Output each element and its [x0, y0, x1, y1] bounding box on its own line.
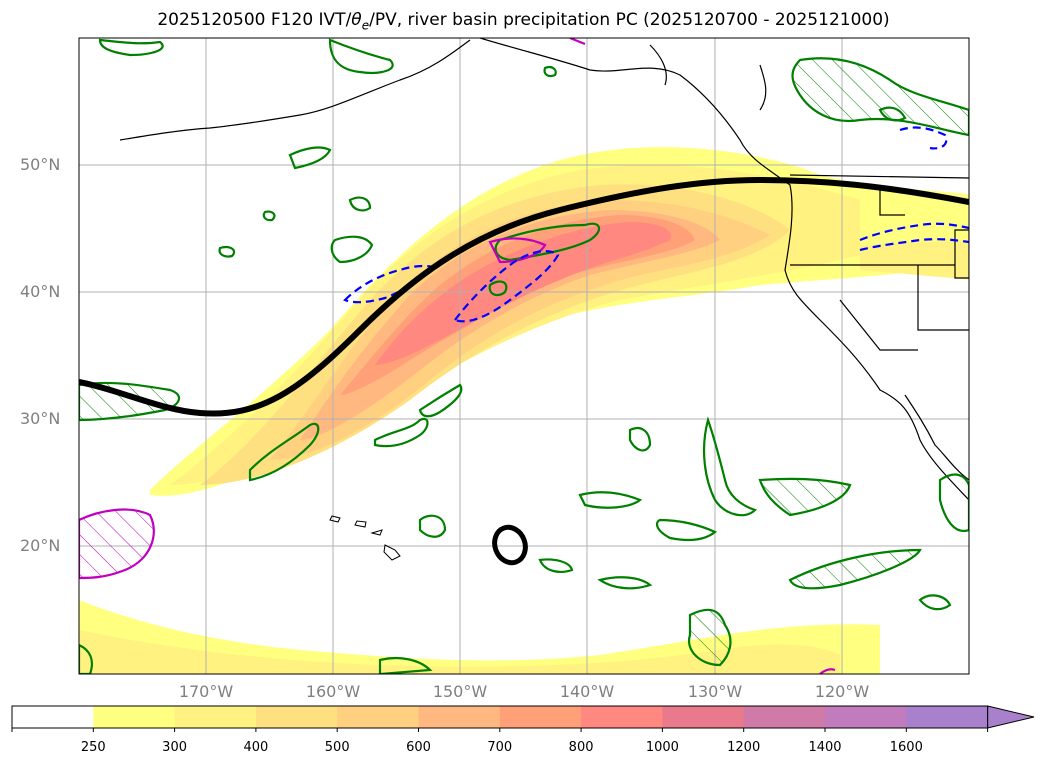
colorbar-extend-arrow	[987, 705, 1035, 729]
ivt-shading	[79, 147, 969, 674]
map-area	[79, 38, 969, 674]
lat-label-20: 20°N	[20, 536, 61, 555]
colorbar-segment	[825, 706, 907, 728]
coastlines	[119, 38, 969, 501]
colorbar-segment	[337, 706, 419, 728]
colorbar-segment	[418, 706, 501, 728]
lon-label-150w: 150°W	[432, 682, 488, 701]
lon-label-160w: 160°W	[305, 682, 361, 701]
colorbar-segment	[93, 706, 176, 728]
colorbar-tick-label: 250	[80, 740, 106, 755]
ivt-east	[860, 240, 969, 280]
colorbar-segment	[255, 706, 338, 728]
colorbar	[11, 705, 1035, 732]
colorbar-segment	[174, 706, 257, 728]
lon-label-120w: 120°W	[814, 682, 870, 701]
chart-title: 2025120500 F120 IVT/θe/PV, river basin p…	[157, 10, 890, 33]
pv-contours	[79, 38, 969, 674]
theta-contours	[343, 126, 969, 323]
ivt-800	[375, 222, 671, 365]
lat-label-40: 40°N	[20, 282, 61, 301]
colorbar-tick-label: 500	[324, 740, 350, 755]
colorbar-tick-label: 1000	[645, 740, 679, 755]
colorbar-segment	[499, 706, 582, 728]
colorbar-tick-label: 700	[487, 740, 513, 755]
ivt-500	[270, 200, 770, 460]
colorbar-segment	[906, 706, 989, 728]
colorbar-segment	[743, 706, 826, 728]
colorbar-tick-label: 1600	[889, 740, 923, 755]
ivt-600	[300, 210, 720, 440]
colorbar-tick-label: 1400	[808, 740, 842, 755]
lat-label-30: 30°N	[20, 409, 61, 428]
hawaii-islands	[329, 515, 401, 561]
lat-label-50: 50°N	[20, 155, 61, 174]
colorbar-tick-label: 800	[568, 740, 594, 755]
colorbar-segment	[662, 706, 745, 728]
map-frame	[78, 37, 970, 675]
colorbar-tick-label: 1200	[727, 740, 761, 755]
lon-label-170w: 170°W	[178, 682, 234, 701]
colorbar-tick-label: 600	[406, 740, 431, 755]
lon-label-140w: 140°W	[559, 682, 615, 701]
lon-label-130w: 130°W	[687, 682, 743, 701]
colorbar-segment	[581, 706, 663, 728]
colorbar-segment	[12, 706, 94, 728]
magenta-contours	[79, 38, 836, 674]
colorbar-tick-label: 300	[162, 740, 188, 755]
ivt-south-inner	[79, 630, 840, 674]
jet-contour	[79, 176, 969, 566]
colorbar-tick-label: 400	[243, 740, 269, 755]
